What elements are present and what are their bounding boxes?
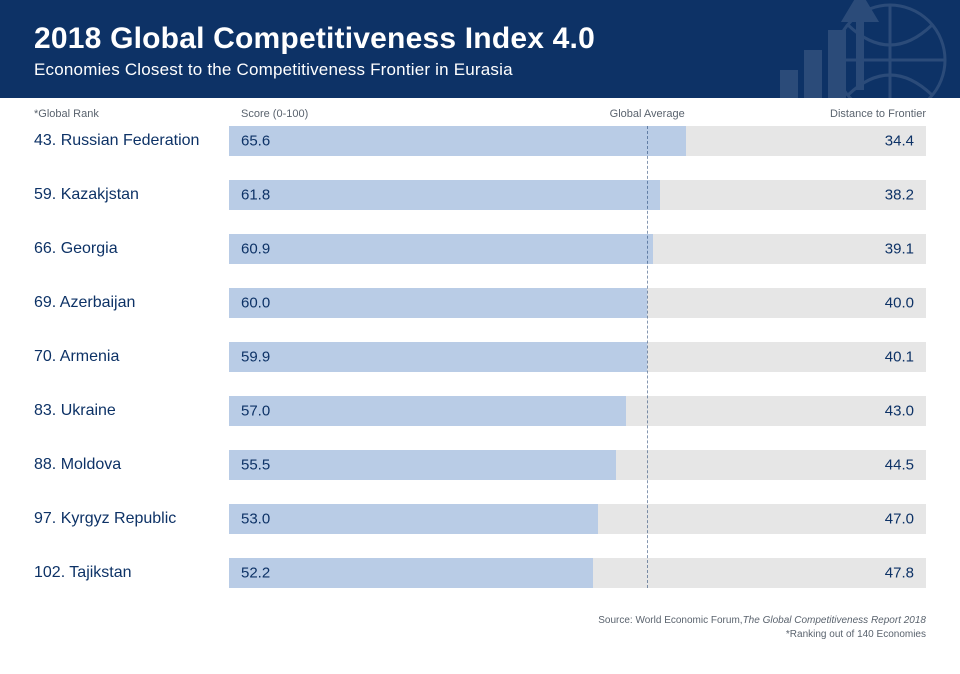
score-value: 60.0	[241, 295, 270, 312]
page-subtitle: Economies Closest to the Competitiveness…	[34, 60, 926, 80]
rank-name-label: 70. Armenia	[34, 348, 229, 366]
distance-value: 34.4	[885, 133, 914, 150]
table-row: 70. Armenia 59.9 40.1	[34, 342, 926, 372]
distance-value: 40.1	[885, 349, 914, 366]
distance-value: 40.0	[885, 295, 914, 312]
table-row: 69. Azerbaijan 60.0 40.0	[34, 288, 926, 318]
score-value: 52.2	[241, 565, 270, 582]
bar-fill	[229, 180, 660, 210]
score-value: 57.0	[241, 403, 270, 420]
global-average-line	[647, 126, 648, 588]
col-header-distance: Distance to Frontier	[830, 108, 926, 120]
score-value: 61.8	[241, 187, 270, 204]
rank-name-label: 102. Tajikstan	[34, 564, 229, 582]
score-value: 59.9	[241, 349, 270, 366]
table-row: 83. Ukraine 57.0 43.0	[34, 396, 926, 426]
rank-name-label: 97. Kyrgyz Republic	[34, 510, 229, 528]
bar-track: 61.8 38.2	[229, 180, 926, 210]
table-row: 66. Georgia 60.9 39.1	[34, 234, 926, 264]
table-row: 97. Kyrgyz Republic 53.0 47.0	[34, 504, 926, 534]
bar-fill	[229, 504, 598, 534]
bar-fill	[229, 396, 626, 426]
distance-value: 44.5	[885, 457, 914, 474]
col-header-score: Score (0-100)	[241, 108, 308, 120]
bar-track: 65.6 34.4	[229, 126, 926, 156]
bar-fill	[229, 342, 647, 372]
table-row: 88. Moldova 55.5 44.5	[34, 450, 926, 480]
rank-name-label: 43. Russian Federation	[34, 132, 229, 150]
header: 2018 Global Competitiveness Index 4.0 Ec…	[0, 0, 960, 98]
bar-track: 60.0 40.0	[229, 288, 926, 318]
chart-area: *Global Rank Score (0-100) Global Averag…	[0, 98, 960, 588]
bar-track: 53.0 47.0	[229, 504, 926, 534]
col-header-rank: *Global Rank	[34, 108, 229, 120]
bar-fill	[229, 450, 616, 480]
bar-track: 59.9 40.1	[229, 342, 926, 372]
rank-name-label: 83. Ukraine	[34, 402, 229, 420]
score-value: 60.9	[241, 241, 270, 258]
col-header-average: Global Average	[610, 108, 685, 120]
page-title: 2018 Global Competitiveness Index 4.0	[34, 22, 926, 56]
distance-value: 43.0	[885, 403, 914, 420]
bar-fill	[229, 288, 647, 318]
footer-note: *Ranking out of 140 Economies	[786, 629, 926, 640]
column-headers: *Global Rank Score (0-100) Global Averag…	[34, 98, 926, 126]
score-value: 55.5	[241, 457, 270, 474]
rank-name-label: 59. Kazakjstan	[34, 186, 229, 204]
bar-track: 52.2 47.8	[229, 558, 926, 588]
distance-value: 38.2	[885, 187, 914, 204]
distance-value: 47.8	[885, 565, 914, 582]
rank-name-label: 69. Azerbaijan	[34, 294, 229, 312]
table-row: 43. Russian Federation 65.6 34.4	[34, 126, 926, 156]
rank-name-label: 66. Georgia	[34, 240, 229, 258]
footer-source-italic: The Global Competitiveness Report 2018	[743, 615, 926, 626]
bar-track: 55.5 44.5	[229, 450, 926, 480]
table-row: 59. Kazakjstan 61.8 38.2	[34, 180, 926, 210]
rank-name-label: 88. Moldova	[34, 456, 229, 474]
bar-track: 57.0 43.0	[229, 396, 926, 426]
distance-value: 39.1	[885, 241, 914, 258]
score-value: 53.0	[241, 511, 270, 528]
bar-track: 60.9 39.1	[229, 234, 926, 264]
bar-fill	[229, 126, 686, 156]
distance-value: 47.0	[885, 511, 914, 528]
bar-fill	[229, 234, 653, 264]
table-row: 102. Tajikstan 52.2 47.8	[34, 558, 926, 588]
footer-source-prefix: Source: World Economic Forum,	[598, 615, 742, 626]
score-value: 65.6	[241, 133, 270, 150]
bar-fill	[229, 558, 593, 588]
chart-rows: 43. Russian Federation 65.6 34.4 59. Kazakj…	[34, 126, 926, 588]
footer: Source: World Economic Forum,The Global …	[0, 612, 960, 642]
